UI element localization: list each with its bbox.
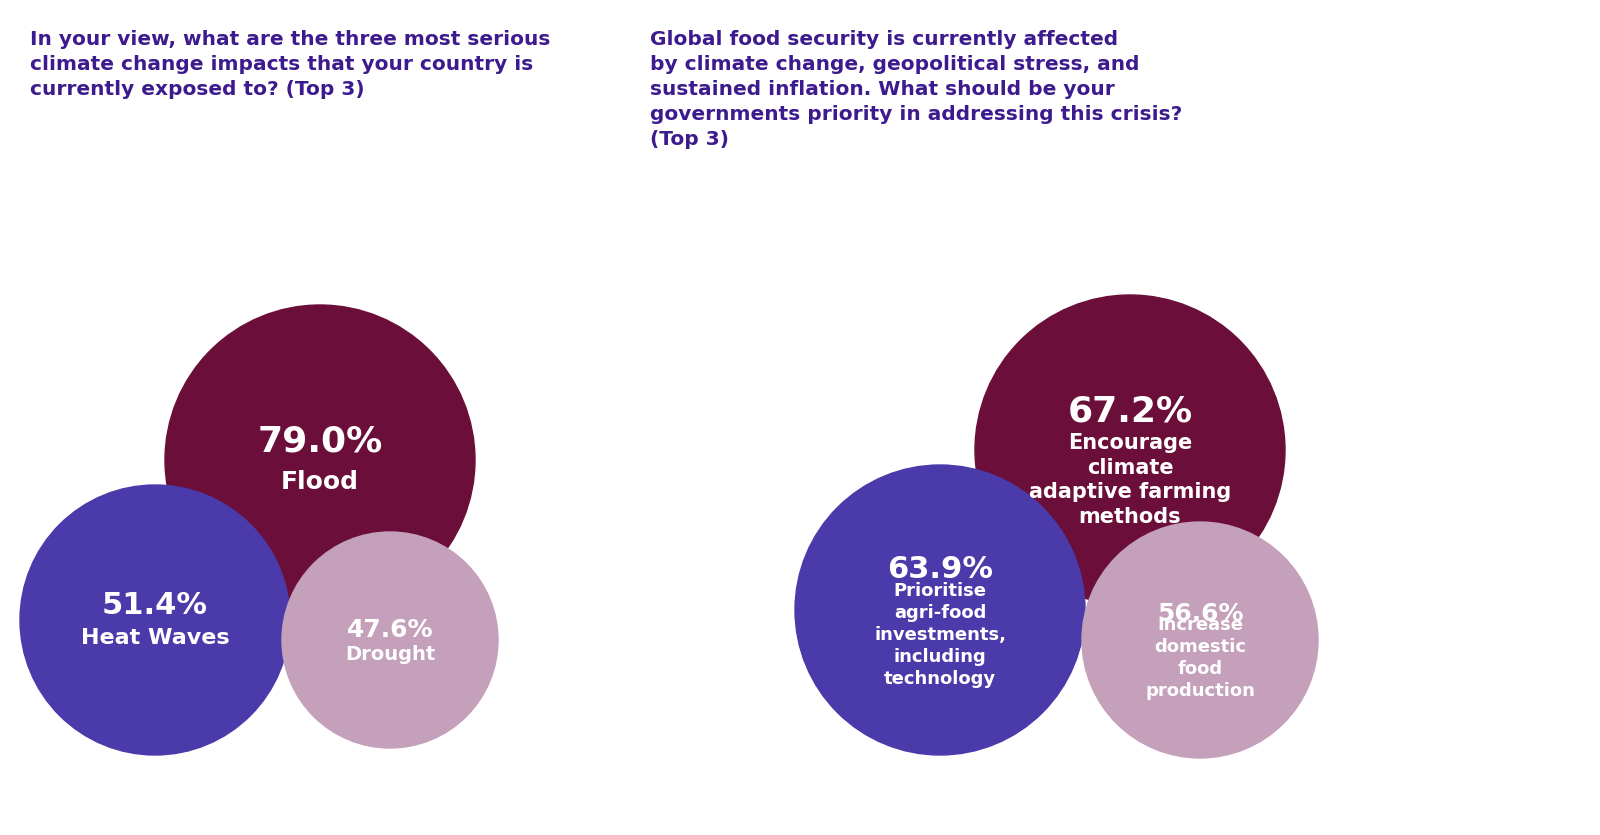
Text: 67.2%: 67.2% xyxy=(1067,395,1192,429)
Text: Increase
domestic
food
production: Increase domestic food production xyxy=(1146,615,1254,701)
Text: Heat Waves: Heat Waves xyxy=(80,628,229,648)
Text: Encourage
climate
adaptive farming
methods: Encourage climate adaptive farming metho… xyxy=(1029,433,1230,527)
Text: 56.6%: 56.6% xyxy=(1157,602,1243,626)
Text: 79.0%: 79.0% xyxy=(258,425,382,459)
Circle shape xyxy=(282,532,498,748)
Text: Flood: Flood xyxy=(282,470,358,494)
Circle shape xyxy=(165,305,475,615)
Text: 51.4%: 51.4% xyxy=(102,591,208,620)
Text: 63.9%: 63.9% xyxy=(886,555,994,584)
Circle shape xyxy=(795,465,1085,755)
Circle shape xyxy=(19,485,290,755)
Text: 47.6%: 47.6% xyxy=(347,618,434,642)
Text: Prioritise
agri-food
investments,
including
technology: Prioritise agri-food investments, includ… xyxy=(874,582,1006,688)
Text: Drought: Drought xyxy=(346,645,435,664)
Text: Global food security is currently affected
by climate change, geopolitical stres: Global food security is currently affect… xyxy=(650,30,1182,149)
Text: In your view, what are the three most serious
climate change impacts that your c: In your view, what are the three most se… xyxy=(30,30,550,99)
Circle shape xyxy=(1082,522,1318,758)
Circle shape xyxy=(974,295,1285,605)
